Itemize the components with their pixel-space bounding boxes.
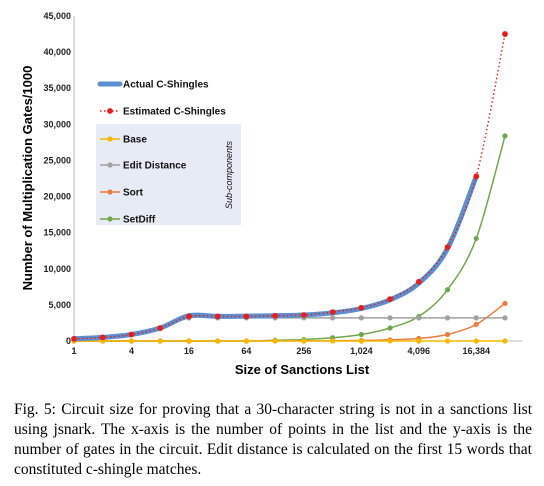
data-point-base	[416, 338, 422, 344]
legend-marker-base	[107, 136, 113, 142]
data-point-estimated-c-shingles	[300, 312, 307, 318]
data-point-edit-distance	[387, 315, 393, 321]
y-tick-label: 40,000	[43, 47, 71, 57]
legend-label-sort: Sort	[123, 188, 144, 199]
caption-label: Fig. 5:	[14, 401, 56, 418]
data-point-estimated-c-shingles	[243, 313, 250, 320]
legend-label-actual-c-shingles: Actual C-Shingles	[123, 80, 209, 91]
data-point-estimated-c-shingles	[71, 335, 77, 342]
data-point-base	[243, 338, 249, 344]
sub-components-box	[96, 124, 241, 225]
legend-label-base: Base	[123, 135, 147, 146]
legend-marker-edit-distance	[107, 162, 113, 168]
data-point-estimated-c-shingles	[214, 313, 221, 320]
chart: 0 5,000 10,000 15,000 20,000 25,000 30,000 35,0…	[20, 11, 522, 377]
data-point-sort	[444, 331, 451, 338]
y-tick-label: 20,000	[43, 192, 71, 202]
x-tick-label: 16,384	[463, 346, 491, 356]
data-point-estimated-c-shingles	[387, 296, 393, 303]
data-point-estimated-c-shingles	[415, 278, 422, 285]
data-point-base	[128, 338, 135, 344]
data-point-estimated-c-shingles	[272, 312, 279, 319]
data-point-base	[358, 338, 364, 344]
data-point-setdiff	[502, 133, 508, 139]
data-point-edit-distance	[416, 315, 422, 321]
data-point-base	[387, 338, 393, 344]
x-tick-label: 64	[241, 346, 251, 356]
data-point-estimated-c-shingles	[502, 31, 508, 37]
y-tick-label: 45,000	[43, 11, 71, 21]
legend-label-edit-distance: Edit Distance	[123, 161, 187, 172]
y-axis-label: Number of Multiplication Gates/1000	[20, 66, 35, 291]
data-point-edit-distance	[444, 315, 451, 321]
series-layer	[71, 31, 508, 344]
data-point-base	[301, 338, 307, 344]
data-point-base	[473, 338, 479, 344]
x-tick-label: 1,024	[350, 346, 373, 356]
legend: Actual C-Shingles Estimated C-Shingles Bas…	[97, 80, 226, 226]
x-tick-label: 256	[296, 346, 311, 356]
data-point-estimated-c-shingles	[329, 309, 336, 316]
data-point-estimated-c-shingles	[444, 244, 451, 251]
data-point-base	[215, 338, 221, 344]
y-tick-labels: 0 5,000 10,000 15,000 20,000 25,000 30,000 35,0…	[43, 11, 71, 346]
x-axis-label: Size of Sanctions List	[235, 362, 370, 377]
figure-caption: Fig. 5: Circuit size for proving that a …	[14, 400, 532, 480]
data-point-estimated-c-shingles	[473, 173, 480, 180]
y-tick-label: 35,000	[43, 83, 71, 93]
x-tick-labels: 1 4 16 64 256 1,024 4,096 16,384	[71, 341, 490, 356]
data-point-estimated-c-shingles	[358, 304, 365, 311]
y-tick-label: 0	[66, 336, 71, 346]
x-tick-label: 1	[71, 346, 76, 356]
data-point-edit-distance	[502, 315, 508, 321]
data-point-estimated-c-shingles	[99, 334, 106, 341]
data-point-base	[444, 338, 451, 344]
legend-marker-sort	[107, 189, 113, 195]
data-point-setdiff	[473, 235, 479, 242]
data-point-sort	[473, 321, 479, 327]
legend-label-estimated-c-shingles: Estimated C-Shingles	[123, 107, 226, 118]
data-point-base	[502, 338, 508, 344]
y-tick-label: 5,000	[48, 300, 71, 310]
data-point-estimated-c-shingles	[128, 331, 135, 338]
data-point-setdiff	[444, 287, 451, 293]
data-point-edit-distance	[358, 315, 364, 321]
legend-marker-estimated-c-shingles	[107, 108, 113, 114]
data-point-edit-distance	[330, 315, 336, 321]
caption-text: Circuit size for proving that a 30-chara…	[14, 401, 533, 478]
y-tick-label: 10,000	[43, 264, 71, 274]
data-point-base	[157, 338, 163, 344]
y-tick-label: 30,000	[43, 119, 71, 129]
data-point-base	[330, 338, 336, 344]
y-tick-label: 15,000	[43, 228, 71, 238]
data-point-base	[186, 338, 192, 344]
y-tick-label: 25,000	[43, 155, 71, 165]
sub-components-label: Sub-components	[224, 140, 234, 209]
x-tick-label: 4	[129, 346, 134, 356]
legend-label-setdiff: SetDiff	[123, 215, 156, 226]
x-tick-label: 4,096	[408, 346, 431, 356]
data-point-sort	[502, 300, 508, 307]
legend-marker-setdiff	[107, 216, 113, 222]
data-point-setdiff	[387, 325, 393, 331]
data-point-estimated-c-shingles	[186, 313, 192, 320]
data-point-edit-distance	[473, 315, 479, 321]
data-point-setdiff	[358, 331, 364, 338]
data-point-estimated-c-shingles	[157, 325, 164, 331]
data-point-base	[272, 338, 278, 344]
x-tick-label: 16	[184, 346, 194, 356]
